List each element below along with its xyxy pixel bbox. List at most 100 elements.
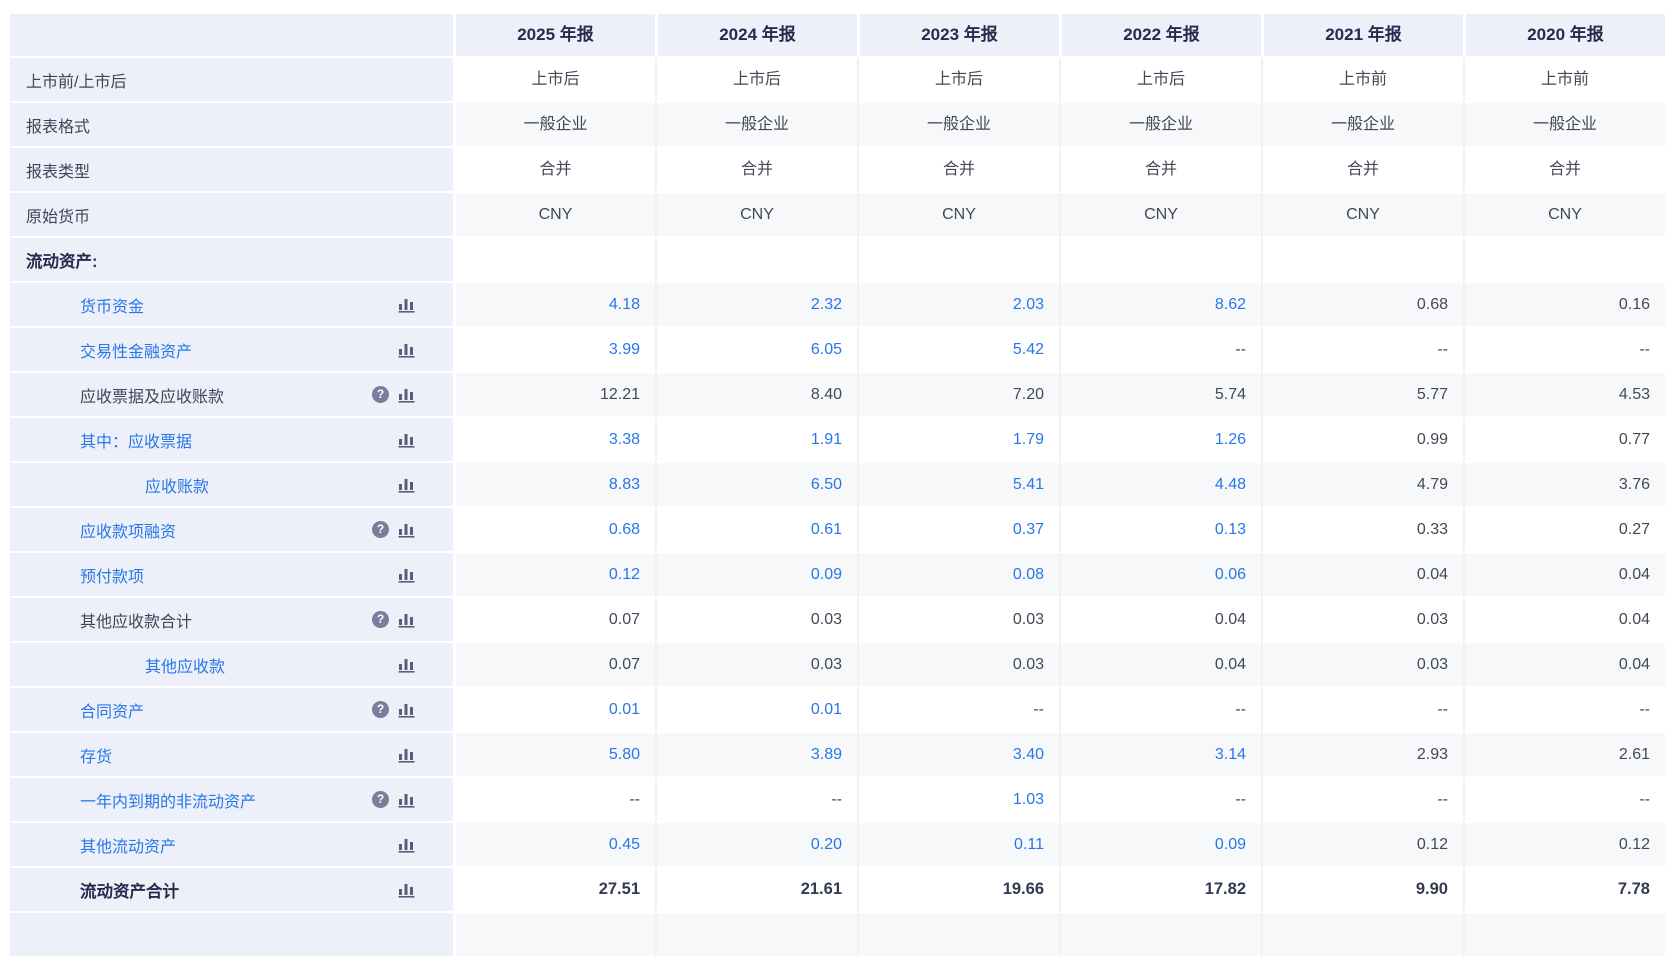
bar-chart-icon[interactable] — [398, 791, 415, 808]
value-cell[interactable]: 4.48 — [1059, 463, 1261, 508]
bar-chart-icon[interactable] — [398, 386, 415, 403]
meta-value-cell: 一般企业 — [453, 103, 655, 148]
value-cell[interactable]: 5.80 — [453, 733, 655, 778]
empty-cell — [1059, 913, 1261, 958]
value-cell: 0.04 — [1463, 598, 1665, 643]
bar-chart-icon[interactable] — [398, 476, 415, 493]
help-icon[interactable]: ? — [372, 791, 389, 808]
value-cell: 0.04 — [1463, 643, 1665, 688]
value-cell[interactable]: 0.11 — [857, 823, 1059, 868]
value-cell[interactable]: 0.61 — [655, 508, 857, 553]
value-cell[interactable]: 8.62 — [1059, 283, 1261, 328]
row-label: 应收票据及应收账款 — [80, 388, 225, 406]
value-cell[interactable]: 0.12 — [453, 553, 655, 598]
row-label-cell: 存货 — [10, 733, 453, 778]
value-cell[interactable]: 0.06 — [1059, 553, 1261, 598]
value-cell[interactable]: 0.13 — [1059, 508, 1261, 553]
value-cell[interactable]: 4.18 — [453, 283, 655, 328]
row-label-link[interactable]: 交易性金融资产 — [80, 343, 193, 361]
value-cell: 7.78 — [1463, 868, 1665, 913]
empty-cell — [655, 238, 857, 283]
row-label-cell: 应收票据及应收账款? — [10, 373, 453, 418]
row-label-link[interactable]: 应收账款 — [145, 478, 210, 496]
value-cell[interactable]: 5.42 — [857, 328, 1059, 373]
help-icon[interactable]: ? — [372, 701, 389, 718]
bar-chart-icon[interactable] — [398, 611, 415, 628]
value-cell: 3.76 — [1463, 463, 1665, 508]
value-cell[interactable]: 0.09 — [1059, 823, 1261, 868]
table-row: 上市前/上市后 上市后 上市后 上市后 上市后 上市前 上市前 — [10, 58, 1665, 103]
value-cell[interactable]: 1.26 — [1059, 418, 1261, 463]
row-icons — [398, 476, 415, 493]
value-cell[interactable]: 0.08 — [857, 553, 1059, 598]
value-cell: 4.53 — [1463, 373, 1665, 418]
value-cell[interactable]: 0.09 — [655, 553, 857, 598]
bar-chart-icon[interactable] — [398, 836, 415, 853]
value-cell: 5.74 — [1059, 373, 1261, 418]
row-label-link[interactable]: 预付款项 — [80, 568, 145, 586]
row-label-link[interactable]: 其中：应收票据 — [80, 433, 193, 451]
row-label-link[interactable]: 其他流动资产 — [80, 838, 177, 856]
meta-value-cell: 合并 — [1059, 148, 1261, 193]
bar-chart-icon[interactable] — [398, 656, 415, 673]
empty-cell — [1463, 238, 1665, 283]
value-cell: 0.07 — [453, 643, 655, 688]
value-cell[interactable]: 0.68 — [453, 508, 655, 553]
value-cell[interactable]: 5.41 — [857, 463, 1059, 508]
row-label-link[interactable]: 应收款项融资 — [80, 523, 177, 541]
bar-chart-icon[interactable] — [398, 746, 415, 763]
meta-value-cell: 合并 — [1463, 148, 1665, 193]
help-icon[interactable]: ? — [372, 611, 389, 628]
value-cell[interactable]: 0.37 — [857, 508, 1059, 553]
value-cell: 0.03 — [655, 643, 857, 688]
value-cell[interactable]: 1.79 — [857, 418, 1059, 463]
help-icon[interactable]: ? — [372, 386, 389, 403]
row-label-cell: 其他应收款合计? — [10, 598, 453, 643]
row-icons: ? — [372, 791, 415, 808]
value-cell[interactable]: 0.01 — [655, 688, 857, 733]
value-cell[interactable]: 1.03 — [857, 778, 1059, 823]
table-row: 应收账款 8.83 6.50 5.41 4.48 4.79 3.76 — [10, 463, 1665, 508]
value-cell[interactable]: 6.05 — [655, 328, 857, 373]
row-label-cell: 报表格式 — [10, 103, 453, 148]
value-cell: -- — [1059, 688, 1261, 733]
bar-chart-icon[interactable] — [398, 341, 415, 358]
value-cell[interactable]: 1.91 — [655, 418, 857, 463]
column-header-year-1: 2024 年报 — [655, 14, 857, 58]
value-cell[interactable]: 6.50 — [655, 463, 857, 508]
value-cell[interactable]: 3.40 — [857, 733, 1059, 778]
empty-cell — [655, 913, 857, 958]
help-icon[interactable]: ? — [372, 521, 389, 538]
row-label-link[interactable]: 货币资金 — [80, 298, 145, 316]
table-row: 原始货币 CNY CNY CNY CNY CNY CNY — [10, 193, 1665, 238]
bar-chart-icon[interactable] — [398, 431, 415, 448]
value-cell[interactable]: 0.20 — [655, 823, 857, 868]
value-cell[interactable]: 8.83 — [453, 463, 655, 508]
row-label-link[interactable]: 一年内到期的非流动资产 — [80, 793, 257, 811]
bar-chart-icon[interactable] — [398, 566, 415, 583]
value-cell: 27.51 — [453, 868, 655, 913]
row-label-link[interactable]: 合同资产 — [80, 703, 145, 721]
table-row: 其他应收款 0.07 0.03 0.03 0.04 0.03 0.04 — [10, 643, 1665, 688]
value-cell: 8.40 — [655, 373, 857, 418]
row-label-link[interactable]: 存货 — [80, 748, 113, 766]
row-icons — [398, 341, 415, 358]
value-cell: 0.03 — [1261, 643, 1463, 688]
value-cell[interactable]: 3.99 — [453, 328, 655, 373]
meta-value-cell: CNY — [1059, 193, 1261, 238]
value-cell[interactable]: 2.32 — [655, 283, 857, 328]
value-cell[interactable]: 0.01 — [453, 688, 655, 733]
value-cell[interactable]: 3.14 — [1059, 733, 1261, 778]
value-cell[interactable]: 0.45 — [453, 823, 655, 868]
bar-chart-icon[interactable] — [398, 296, 415, 313]
row-label-link[interactable]: 其他应收款 — [145, 658, 226, 676]
value-cell[interactable]: 3.89 — [655, 733, 857, 778]
bar-chart-icon[interactable] — [398, 521, 415, 538]
value-cell[interactable]: 3.38 — [453, 418, 655, 463]
bar-chart-icon[interactable] — [398, 701, 415, 718]
bar-chart-icon[interactable] — [398, 881, 415, 898]
value-cell[interactable]: 2.03 — [857, 283, 1059, 328]
value-cell: -- — [1261, 778, 1463, 823]
value-cell: 0.12 — [1463, 823, 1665, 868]
row-label-cell: 预付款项 — [10, 553, 453, 598]
